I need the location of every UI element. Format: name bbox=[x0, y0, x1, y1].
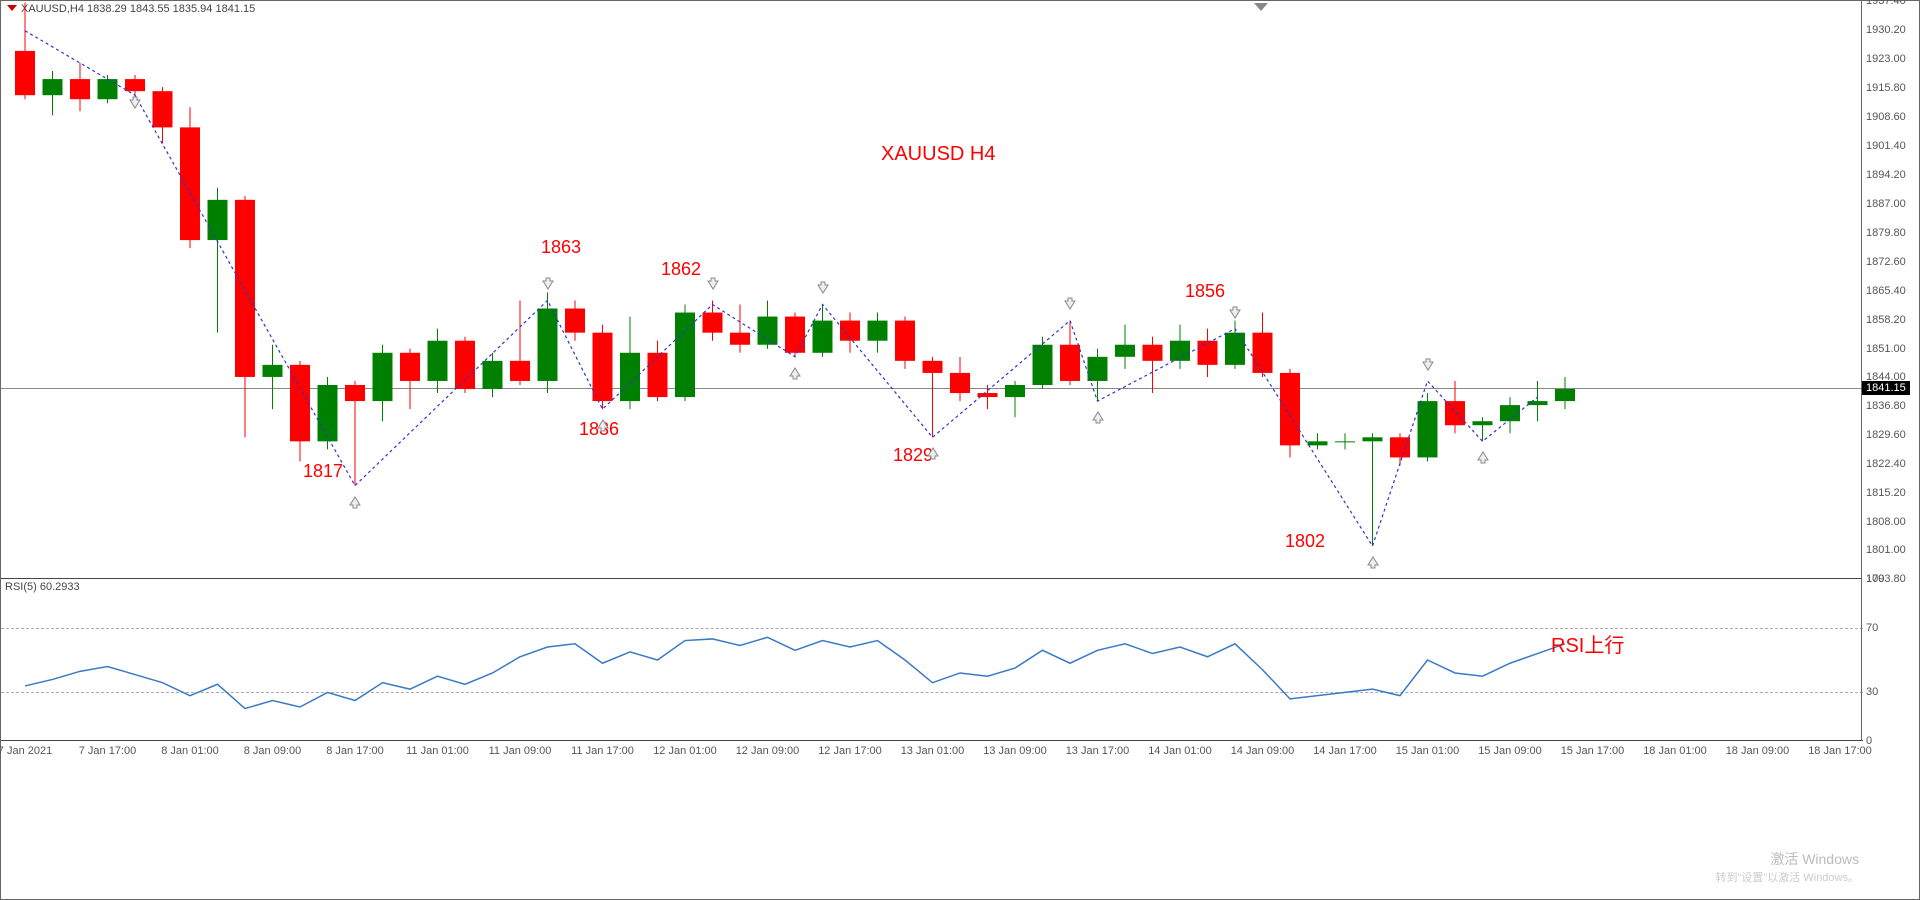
price-annotation: 1802 bbox=[1285, 531, 1325, 552]
arrow-up-icon bbox=[1091, 410, 1105, 424]
price-tick: 1851.00 bbox=[1866, 343, 1906, 355]
price-tick: 1937.40 bbox=[1866, 0, 1906, 7]
time-axis: 7 Jan 2021 7 Jan 17:00 8 Jan 01:00 8 Jan 09… bbox=[1, 739, 1863, 899]
price-tick: 1879.80 bbox=[1866, 227, 1906, 239]
price-tick: 1844.00 bbox=[1866, 371, 1906, 383]
arrow-down-icon bbox=[541, 277, 555, 291]
time-label: 11 Jan 17:00 bbox=[571, 745, 634, 757]
price-panel[interactable]: XAUUSD,H4 1838.29 1843.55 1835.94 1841.1… bbox=[1, 1, 1863, 579]
time-label: 11 Jan 09:00 bbox=[489, 745, 552, 757]
price-tick: 1894.20 bbox=[1866, 169, 1906, 181]
price-axis: 1841.15 1937.40 1930.20 1923.00 1915.80 1908… bbox=[1861, 1, 1919, 579]
arrow-up-icon bbox=[926, 446, 940, 460]
candlestick-chart bbox=[1, 1, 1863, 579]
time-label: 18 Jan 09:00 bbox=[1726, 745, 1790, 757]
time-label: 8 Jan 01:00 bbox=[161, 745, 219, 757]
time-label: 13 Jan 09:00 bbox=[983, 745, 1047, 757]
price-tick: 1808.00 bbox=[1866, 516, 1906, 528]
price-tick: 1801.00 bbox=[1866, 544, 1906, 556]
rsi-annotation: RSI上行 bbox=[1551, 629, 1624, 658]
time-label: 15 Jan 09:00 bbox=[1478, 745, 1542, 757]
price-tick: 1887.00 bbox=[1866, 198, 1906, 210]
price-tick: 1930.20 bbox=[1866, 24, 1906, 36]
arrow-down-icon bbox=[816, 281, 830, 295]
chart-title: XAUUSD H4 bbox=[881, 143, 995, 166]
price-annotation: 1817 bbox=[303, 461, 343, 482]
time-label: 12 Jan 09:00 bbox=[736, 745, 800, 757]
price-tick: 1865.40 bbox=[1866, 285, 1906, 297]
price-tick: 1908.60 bbox=[1866, 111, 1906, 123]
time-label: 18 Jan 01:00 bbox=[1643, 745, 1707, 757]
rsi-tick: 30 bbox=[1866, 686, 1878, 698]
price-tick: 1923.00 bbox=[1866, 53, 1906, 65]
price-tick: 1829.60 bbox=[1866, 429, 1906, 441]
price-tick: 1822.40 bbox=[1866, 458, 1906, 470]
arrow-up-icon bbox=[1366, 555, 1380, 569]
arrow-up-icon bbox=[596, 418, 610, 432]
arrow-down-icon bbox=[1063, 297, 1077, 311]
rsi-line-chart bbox=[1, 579, 1863, 741]
time-label: 14 Jan 17:00 bbox=[1313, 745, 1377, 757]
time-label: 7 Jan 2021 bbox=[0, 745, 52, 757]
time-label: 13 Jan 01:00 bbox=[901, 745, 965, 757]
time-label: 11 Jan 01:00 bbox=[406, 745, 469, 757]
time-label: 12 Jan 17:00 bbox=[818, 745, 882, 757]
arrow-down-icon bbox=[706, 277, 720, 291]
watermark: 激活 Windows bbox=[1770, 849, 1859, 869]
time-label: 12 Jan 01:00 bbox=[653, 745, 717, 757]
chart-container: XAUUSD,H4 1838.29 1843.55 1835.94 1841.1… bbox=[0, 0, 1920, 900]
price-tick: 1901.40 bbox=[1866, 140, 1906, 152]
arrow-down-icon bbox=[128, 96, 142, 110]
arrow-up-icon bbox=[348, 495, 362, 509]
price-annotation: 1862 bbox=[661, 259, 701, 280]
price-annotation: 1856 bbox=[1185, 281, 1225, 302]
time-label: 15 Jan 01:00 bbox=[1396, 745, 1460, 757]
price-tick: 1836.80 bbox=[1866, 400, 1906, 412]
time-label: 7 Jan 17:00 bbox=[79, 745, 137, 757]
arrow-down-icon bbox=[1228, 306, 1242, 320]
time-label: 18 Jan 17:00 bbox=[1808, 745, 1872, 757]
arrow-up-icon bbox=[1476, 450, 1490, 464]
price-tick: 1815.20 bbox=[1866, 487, 1906, 499]
price-tick: 1872.60 bbox=[1866, 256, 1906, 268]
price-annotation: 1863 bbox=[541, 237, 581, 258]
time-label: 15 Jan 17:00 bbox=[1561, 745, 1625, 757]
price-tick: 1915.80 bbox=[1866, 82, 1906, 94]
rsi-panel[interactable]: RSI(5) 60.2933 RSI上行 bbox=[1, 579, 1863, 741]
time-label: 14 Jan 09:00 bbox=[1231, 745, 1295, 757]
price-tick: 1858.20 bbox=[1866, 314, 1906, 326]
rsi-tick: 100 bbox=[1866, 573, 1884, 585]
time-label: 8 Jan 09:00 bbox=[244, 745, 302, 757]
rsi-axis: 10070300 bbox=[1861, 579, 1919, 741]
rsi-tick: 70 bbox=[1866, 622, 1878, 634]
current-price-tag: 1841.15 bbox=[1862, 381, 1910, 395]
time-label: 8 Jan 17:00 bbox=[326, 745, 384, 757]
arrow-up-icon bbox=[788, 366, 802, 380]
time-label: 14 Jan 01:00 bbox=[1148, 745, 1212, 757]
time-label: 13 Jan 17:00 bbox=[1066, 745, 1130, 757]
watermark-sub: 转到"设置"以激活 Windows。 bbox=[1716, 869, 1860, 885]
arrow-down-icon bbox=[1421, 358, 1435, 372]
